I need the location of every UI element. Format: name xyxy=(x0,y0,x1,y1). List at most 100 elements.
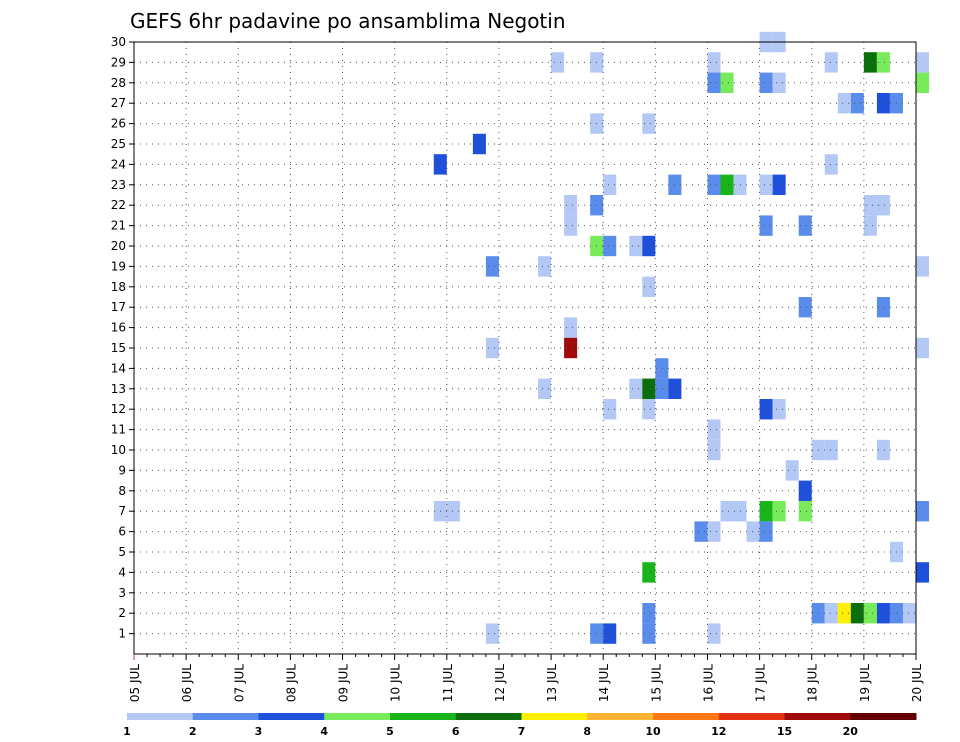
heatmap-cell xyxy=(850,603,864,624)
colorbar: 1 2 3 4 5 6 7 8 10 12 15 20 xyxy=(123,713,917,738)
heatmap-cell xyxy=(642,603,656,624)
y-tick-label: 7 xyxy=(118,504,126,518)
heatmap-cell xyxy=(916,256,930,277)
y-tick-label: 29 xyxy=(111,55,126,69)
colorbar-label: 10 xyxy=(645,725,661,738)
x-tick-label: 15 JUL xyxy=(649,664,663,702)
heatmap-cell xyxy=(916,72,930,93)
heatmap-cell xyxy=(785,460,799,481)
heatmap-cell xyxy=(564,195,578,216)
colorbar-label: 3 xyxy=(255,725,263,738)
heatmap-cell xyxy=(902,603,916,624)
heatmap-cell xyxy=(707,174,721,195)
heatmap-cell xyxy=(655,378,669,399)
heatmap-cell xyxy=(759,521,773,542)
heatmap-cell xyxy=(485,256,499,277)
heatmap-cell xyxy=(837,603,851,624)
heatmap-cell xyxy=(824,439,838,461)
heatmap-cell xyxy=(720,501,734,522)
heatmap-cell xyxy=(876,93,890,114)
y-tick-label: 9 xyxy=(118,463,126,477)
heatmap-cell xyxy=(916,562,930,583)
heatmap-cell xyxy=(772,399,786,420)
heatmap-cell xyxy=(642,113,656,134)
heatmap-cell xyxy=(798,480,812,501)
heatmap-cell xyxy=(876,439,890,461)
heatmap-cell xyxy=(759,72,773,93)
colorbar-label: 8 xyxy=(583,725,591,738)
heatmap-cell xyxy=(876,195,890,216)
y-tick-label: 3 xyxy=(118,586,126,600)
heatmap-cell xyxy=(642,562,656,583)
heatmap-cell xyxy=(876,52,890,73)
heatmap-cell xyxy=(564,337,578,359)
y-tick-label: 11 xyxy=(111,423,126,437)
heatmap-cell xyxy=(798,297,812,318)
x-tick-label: 18 JUL xyxy=(806,664,820,702)
colorbar-label: 2 xyxy=(189,725,197,738)
y-tick-label: 25 xyxy=(111,137,126,151)
heatmap-cell xyxy=(485,623,499,644)
heatmap-cell xyxy=(707,439,721,461)
x-axis: 05 JUL 06 JUL 07 JUL 08 JUL 09 JUL 10 JUL 11 J… xyxy=(128,654,924,702)
heatmap-cell xyxy=(863,52,877,73)
heatmap-cell xyxy=(707,419,721,440)
y-tick-label: 17 xyxy=(111,300,126,314)
x-tick-label: 08 JUL xyxy=(284,664,298,702)
y-tick-label: 22 xyxy=(111,198,126,212)
heatmap-cell xyxy=(916,337,930,359)
heatmap-cell xyxy=(863,215,877,236)
heatmap-cell xyxy=(551,52,565,73)
x-tick-label: 09 JUL xyxy=(337,664,351,702)
heatmap-cell xyxy=(772,174,786,195)
heatmap-cell xyxy=(876,297,890,318)
y-tick-label: 27 xyxy=(111,96,126,110)
colorbar-label: 5 xyxy=(386,725,394,738)
heatmap-cell xyxy=(824,603,838,624)
colorbar-label: 7 xyxy=(518,725,526,738)
heatmap-cell xyxy=(629,235,643,257)
heatmap-cell xyxy=(720,174,734,195)
x-tick-label: 05 JUL xyxy=(128,664,142,702)
heatmap-cell xyxy=(707,72,721,93)
colorbar-label: 6 xyxy=(452,725,460,738)
y-tick-label: 2 xyxy=(118,606,126,620)
colorbar-label: 12 xyxy=(711,725,726,738)
heatmap-cell xyxy=(446,501,460,522)
y-tick-label: 20 xyxy=(111,239,126,253)
y-tick-label: 4 xyxy=(118,565,126,579)
heatmap-cell xyxy=(759,399,773,420)
x-tick-label: 07 JUL xyxy=(232,664,246,702)
colorbar-swatch xyxy=(258,713,325,720)
y-tick-label: 6 xyxy=(118,525,126,539)
y-tick-label: 15 xyxy=(111,341,126,355)
heatmap-cell xyxy=(720,72,734,93)
colorbar-label: 15 xyxy=(777,725,792,738)
heatmap-cell xyxy=(863,195,877,216)
colorbar-swatch xyxy=(324,713,391,720)
grid-layer xyxy=(134,41,916,654)
heatmap-cell xyxy=(564,215,578,236)
x-tick-label: 06 JUL xyxy=(180,664,194,702)
heatmap-cell xyxy=(876,603,890,624)
heatmap-cell xyxy=(603,623,617,644)
colorbar-swatch xyxy=(455,713,522,720)
heatmap-cell xyxy=(538,256,552,277)
y-tick-label: 30 xyxy=(111,35,126,49)
heatmap-cell xyxy=(798,215,812,236)
colorbar-swatch xyxy=(587,713,654,720)
heatmap-cell xyxy=(863,603,877,624)
y-tick-label: 10 xyxy=(111,443,126,457)
heatmap-cell xyxy=(694,521,708,542)
colorbar-swatch xyxy=(850,713,917,720)
heatmap-cell xyxy=(642,235,656,257)
heatmap-cell xyxy=(837,93,851,114)
x-tick-label: 11 JUL xyxy=(441,664,455,702)
colorbar-swatch xyxy=(521,713,588,720)
x-tick-label: 17 JUL xyxy=(754,664,768,702)
cells-layer xyxy=(433,31,930,644)
heatmap-cell xyxy=(824,52,838,73)
heatmap-cell xyxy=(772,72,786,93)
